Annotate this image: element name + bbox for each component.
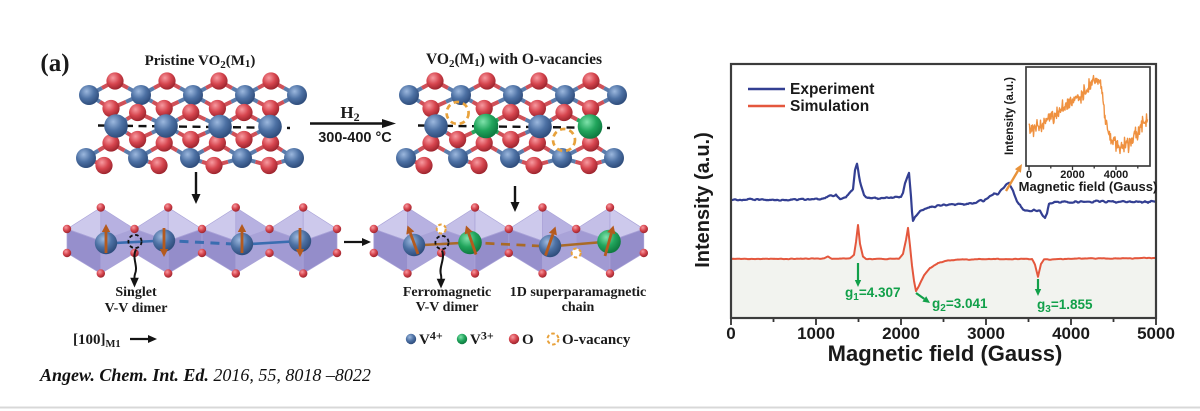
svg-text:Ferromagnetic: Ferromagnetic bbox=[403, 285, 491, 300]
svg-text:chain: chain bbox=[562, 300, 595, 315]
svg-text:300-400 °C: 300-400 °C bbox=[318, 130, 392, 146]
svg-text:g3=1.855: g3=1.855 bbox=[1037, 297, 1093, 315]
svg-text:V-V dimer: V-V dimer bbox=[105, 301, 168, 316]
svg-text:V-V dimer: V-V dimer bbox=[416, 300, 479, 315]
svg-text:g1=4.307: g1=4.307 bbox=[845, 285, 900, 303]
svg-text:[100]M1: [100]M1 bbox=[73, 332, 121, 350]
svg-text:V3+: V3+ bbox=[470, 329, 494, 349]
svg-text:1D superparamagnetic: 1D superparamagnetic bbox=[510, 285, 647, 300]
svg-text:Pristine VO2(M1): Pristine VO2(M1) bbox=[145, 53, 256, 71]
svg-text:0: 0 bbox=[726, 324, 735, 343]
svg-text:2000: 2000 bbox=[1060, 169, 1084, 181]
svg-text:Magnetic field (Gauss): Magnetic field (Gauss) bbox=[1019, 179, 1158, 194]
svg-text:g2=3.041: g2=3.041 bbox=[932, 296, 988, 314]
svg-text:H2: H2 bbox=[340, 103, 359, 124]
svg-text:V4+: V4+ bbox=[419, 329, 443, 349]
svg-text:Intensity (a.u.): Intensity (a.u.) bbox=[692, 132, 714, 268]
svg-text:VO2(M1) with O-vacancies: VO2(M1) with O-vacancies bbox=[426, 51, 602, 70]
svg-text:2000: 2000 bbox=[882, 324, 920, 343]
svg-text:O-vacancy: O-vacancy bbox=[562, 332, 631, 348]
svg-text:0: 0 bbox=[1026, 169, 1032, 181]
svg-text:Angew. Chem. Int. Ed. 2016, 55: Angew. Chem. Int. Ed. 2016, 55, 8018 –80… bbox=[39, 365, 371, 385]
svg-text:4000: 4000 bbox=[1052, 324, 1090, 343]
svg-text:Intensity (a.u.): Intensity (a.u.) bbox=[1004, 77, 1016, 155]
svg-text:Simulation: Simulation bbox=[790, 98, 869, 115]
svg-text:3000: 3000 bbox=[967, 324, 1005, 343]
svg-text:Singlet: Singlet bbox=[115, 285, 157, 300]
svg-text:4000: 4000 bbox=[1104, 169, 1128, 181]
svg-text:Experiment: Experiment bbox=[790, 81, 874, 98]
svg-text:Magnetic field (Gauss): Magnetic field (Gauss) bbox=[828, 341, 1063, 366]
svg-text:1000: 1000 bbox=[797, 324, 835, 343]
svg-text:5000: 5000 bbox=[1137, 324, 1175, 343]
svg-text:O: O bbox=[522, 332, 534, 348]
svg-text:(a): (a) bbox=[40, 50, 69, 77]
